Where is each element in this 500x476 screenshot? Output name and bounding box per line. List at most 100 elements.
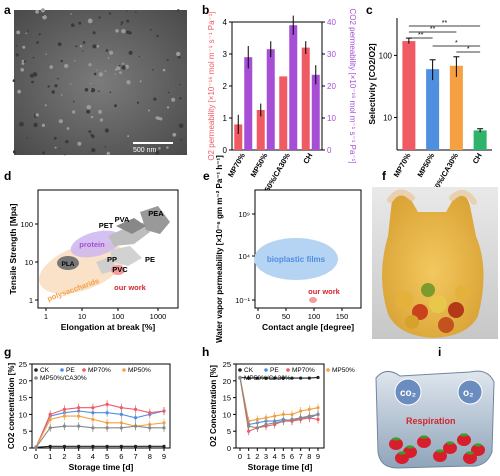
y2tick-label-b: 20 bbox=[327, 82, 336, 91]
data-point-h bbox=[255, 376, 259, 380]
xtick-label-h: 8 bbox=[307, 452, 311, 461]
panel-label-i: i bbox=[438, 345, 441, 359]
sem-particle bbox=[33, 122, 38, 128]
panel-label-h: h bbox=[202, 345, 209, 359]
series-line-g bbox=[35, 425, 164, 448]
sem-particle bbox=[104, 70, 107, 72]
bar-selectivity bbox=[473, 130, 487, 150]
strawberries bbox=[389, 433, 485, 464]
category-label-c: MP50% bbox=[415, 151, 436, 179]
sem-particle bbox=[139, 80, 142, 83]
scale-bar bbox=[133, 142, 173, 144]
significance-label: * bbox=[467, 46, 470, 53]
sem-particle bbox=[12, 150, 17, 154]
xlabel-h: Storage time [d] bbox=[248, 462, 313, 472]
legend-marker-h bbox=[238, 368, 242, 372]
xtick-label-h: 4 bbox=[273, 452, 277, 461]
sem-particle bbox=[82, 50, 84, 52]
sem-particle bbox=[177, 55, 181, 59]
chart-e: 0 50 100 150 10⁻¹ 10⁴ 10⁹ Contact angle [degree… bbox=[215, 155, 362, 343]
sem-particle bbox=[90, 89, 92, 91]
sem-particle bbox=[98, 16, 101, 19]
legend-marker-g bbox=[122, 368, 126, 372]
data-point-h bbox=[307, 376, 311, 380]
data-point-g bbox=[48, 444, 52, 448]
y2tick-label-b: 0 bbox=[327, 146, 332, 155]
strawberry-leaf bbox=[446, 441, 454, 445]
ytick-label-e: 10⁴ bbox=[238, 252, 250, 261]
ytick-label-g: 25 bbox=[19, 360, 27, 369]
sem-particle bbox=[126, 30, 130, 35]
sem-particle bbox=[25, 32, 28, 35]
sem-particle bbox=[45, 53, 47, 55]
sem-particle bbox=[152, 69, 154, 71]
ytick-label-d: 100 bbox=[20, 220, 33, 229]
xtick-label-h: 9 bbox=[316, 452, 320, 461]
xtick-label-h: 5 bbox=[281, 452, 285, 461]
strawberry bbox=[463, 452, 477, 464]
sem-particle bbox=[36, 41, 39, 44]
legend-label-g: CK bbox=[40, 367, 50, 374]
sem-particle bbox=[92, 44, 97, 49]
bar-co2 bbox=[311, 74, 320, 150]
region-label-d: PP bbox=[107, 255, 117, 264]
sem-particle bbox=[17, 89, 21, 94]
sem-particle bbox=[21, 62, 25, 65]
ytick-label-c: 100 bbox=[379, 51, 393, 60]
bar-co2 bbox=[266, 49, 275, 151]
sem-particle bbox=[42, 14, 47, 20]
sem-particle bbox=[116, 66, 121, 71]
legend-marker-g bbox=[34, 376, 38, 380]
sem-particle bbox=[70, 83, 72, 85]
sem-particle bbox=[118, 64, 121, 67]
region-pva bbox=[116, 218, 146, 234]
sem-particle bbox=[96, 69, 98, 71]
bar-co2 bbox=[244, 57, 253, 151]
region-label-d: PLA bbox=[62, 261, 75, 268]
sem-particle bbox=[35, 113, 39, 117]
sem-particle bbox=[120, 21, 124, 24]
ytick-label-d: 10 bbox=[25, 258, 33, 267]
sem-particle bbox=[66, 127, 70, 130]
sem-particle bbox=[176, 51, 181, 57]
sem-particle bbox=[71, 23, 75, 28]
legend-label-h: MP70% bbox=[292, 367, 315, 374]
ytick-label-h: 0 bbox=[227, 444, 231, 453]
sem-particle bbox=[88, 63, 92, 67]
sem-particle bbox=[19, 121, 24, 127]
legend-g: CK PE MP70% MP50% MP50%/CA30% bbox=[34, 367, 151, 382]
xlabel-e: Contact angle [degree] bbox=[262, 322, 354, 332]
legend-label-h: MP50%/CA30% bbox=[244, 375, 291, 382]
legend-label-g: MP50%/CA30% bbox=[40, 375, 87, 382]
sem-particle bbox=[60, 59, 63, 63]
sem-particle bbox=[104, 146, 107, 148]
sem-particle bbox=[90, 88, 96, 93]
sem-particle bbox=[24, 60, 27, 63]
panel-label-b: b bbox=[202, 3, 209, 17]
data-point-h bbox=[281, 376, 285, 380]
legend-label-g: MP70% bbox=[88, 367, 111, 374]
region-bioplastic bbox=[254, 238, 338, 280]
sem-particle bbox=[20, 68, 25, 72]
sem-particle bbox=[47, 85, 50, 88]
sem-particle bbox=[98, 72, 104, 77]
sem-particle bbox=[35, 9, 39, 14]
bar-o2 bbox=[234, 124, 243, 150]
xtick-label-g: 0 bbox=[34, 452, 38, 461]
data-point-g bbox=[162, 444, 166, 448]
data-point-g bbox=[119, 444, 123, 448]
y2tick-label-b: 30 bbox=[327, 50, 336, 59]
sem-particle bbox=[98, 109, 103, 114]
sem-particle bbox=[63, 63, 69, 69]
bar-co2 bbox=[289, 25, 298, 151]
xtick-label-g: 8 bbox=[148, 452, 152, 461]
o2-label: o₂ bbox=[463, 388, 474, 399]
sem-particle bbox=[166, 59, 169, 61]
strawberry-leaf bbox=[466, 451, 474, 455]
sem-particle bbox=[87, 18, 93, 24]
ytick-label-b: 2 bbox=[223, 82, 228, 91]
strawberry-leaf bbox=[436, 449, 444, 453]
significance-label: ** bbox=[442, 20, 448, 27]
region-label-d: PVC bbox=[112, 265, 128, 274]
sem-particle bbox=[53, 136, 57, 140]
